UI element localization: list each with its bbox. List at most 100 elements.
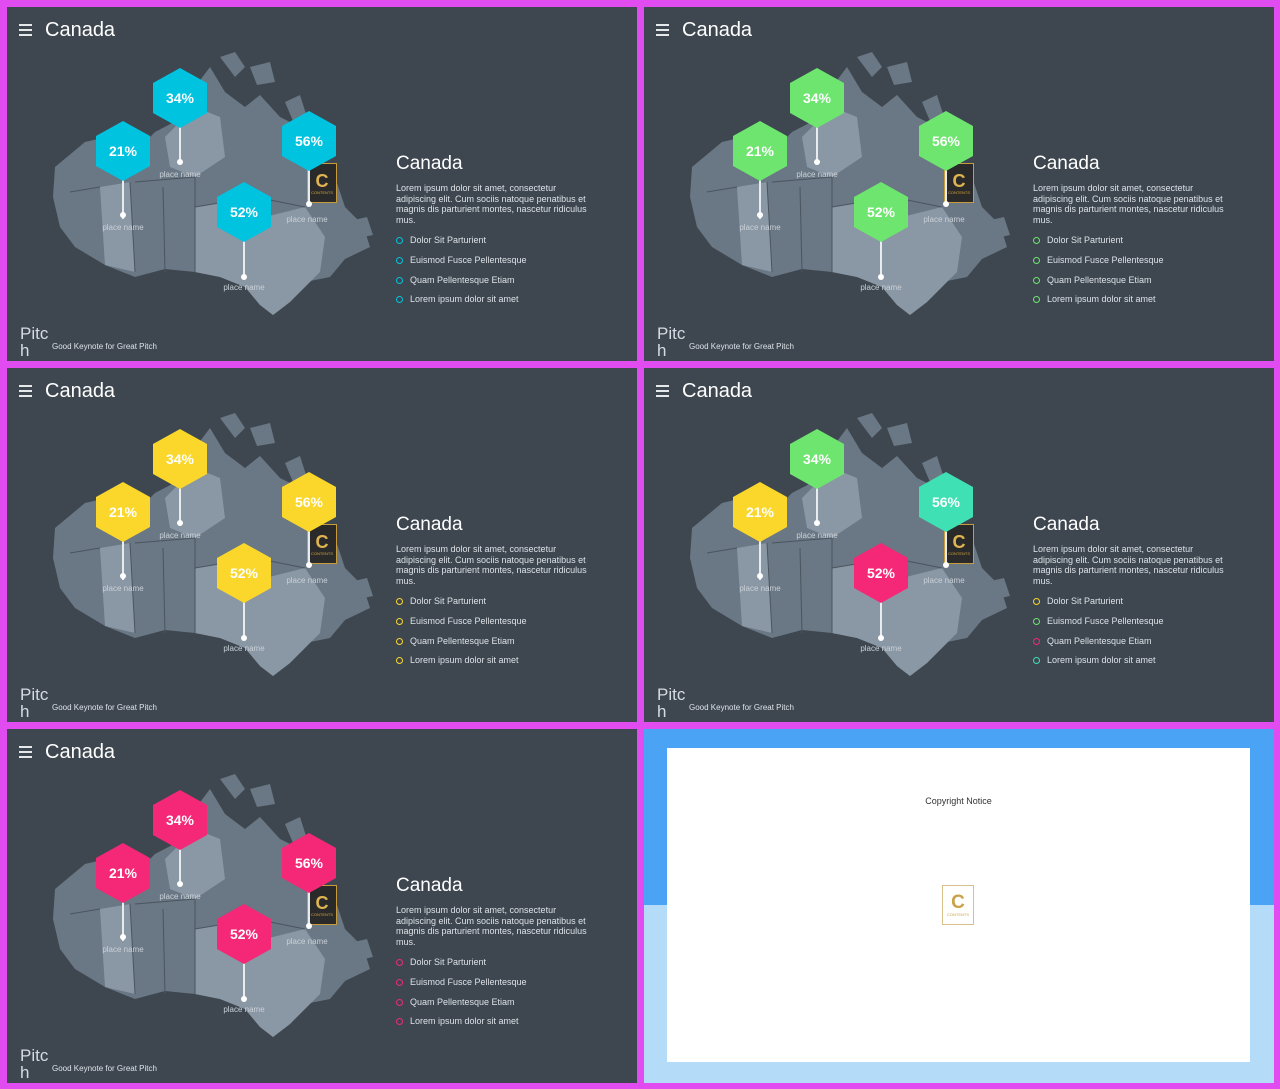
marker-dot xyxy=(878,274,884,280)
marker-hex: 52% xyxy=(217,904,271,964)
marker-dot xyxy=(177,520,183,526)
content-title: Canada xyxy=(1033,514,1100,535)
slide-title: Canada xyxy=(682,19,753,41)
bullet-ring-icon xyxy=(1033,598,1040,606)
marker-hex: 52% xyxy=(217,543,271,603)
place-label: place name xyxy=(159,170,201,179)
bullet-ring-icon xyxy=(1033,618,1040,626)
marker-dot xyxy=(241,635,247,641)
bullet-item: Euismod Fusce Pellentesque xyxy=(396,616,527,626)
brand-name: Pitch xyxy=(20,685,49,721)
bullet-ring-icon xyxy=(396,257,403,265)
bullet-item: Quam Pellentesque Etiam xyxy=(1033,275,1152,285)
marker-hex: 52% xyxy=(217,182,271,242)
marker-dot xyxy=(177,159,183,165)
marker-dot xyxy=(241,996,247,1002)
marker-hex: 56% xyxy=(282,472,336,532)
marker-dot xyxy=(306,201,312,207)
marker-hex: 34% xyxy=(153,68,207,128)
marker-dot xyxy=(878,635,884,641)
slide-title: Canada xyxy=(682,380,753,402)
marker-dot xyxy=(757,212,763,218)
marker-dot xyxy=(943,562,949,568)
menu-icon[interactable] xyxy=(656,385,669,397)
place-label: place name xyxy=(923,215,965,224)
place-label: place name xyxy=(923,576,965,585)
place-label: place name xyxy=(102,945,144,954)
bullet-ring-icon xyxy=(396,277,403,285)
menu-icon[interactable] xyxy=(656,24,669,36)
slide-6-copyright[interactable]: Copyright Notice C CONTENTS xyxy=(644,729,1274,1083)
marker-hex: 34% xyxy=(790,68,844,128)
marker-dot xyxy=(943,201,949,207)
menu-icon[interactable] xyxy=(19,24,32,36)
brand-name: Pitch xyxy=(657,324,686,360)
bullet-item: Lorem ipsum dolor sit amet xyxy=(396,1016,519,1026)
bullet-item: Euismod Fusce Pellentesque xyxy=(1033,255,1164,265)
copyright-panel: Copyright Notice C CONTENTS xyxy=(667,748,1250,1062)
bullet-item: Dolor Sit Parturient xyxy=(1033,596,1123,606)
marker-hex: 34% xyxy=(153,429,207,489)
bullet-ring-icon xyxy=(396,1018,403,1026)
marker-hex: 21% xyxy=(96,121,150,181)
brand-logo: C CONTENTS xyxy=(944,163,974,203)
brand-logo: C CONTENTS xyxy=(307,524,337,564)
place-label: place name xyxy=(159,892,201,901)
marker-hex: 21% xyxy=(733,482,787,542)
bullet-item: Quam Pellentesque Etiam xyxy=(396,997,515,1007)
tagline: Good Keynote for Great Pitch xyxy=(689,342,794,351)
content-title: Canada xyxy=(396,875,463,896)
slide-3[interactable]: Canada place name 21% place name 34% pla… xyxy=(7,368,637,722)
marker-dot xyxy=(120,573,126,579)
slide-2[interactable]: Canada place name 21% place name 34% pla… xyxy=(644,7,1274,361)
bullet-item: Quam Pellentesque Etiam xyxy=(396,275,515,285)
slide-title: Canada xyxy=(45,380,116,402)
bullet-item: Dolor Sit Parturient xyxy=(396,957,486,967)
menu-icon[interactable] xyxy=(19,746,32,758)
bullet-item: Lorem ipsum dolor sit amet xyxy=(1033,294,1156,304)
bullet-item: Euismod Fusce Pellentesque xyxy=(1033,616,1164,626)
content-body: Lorem ipsum dolor sit amet, consectetur … xyxy=(1033,183,1224,225)
place-label: place name xyxy=(286,215,328,224)
tagline: Good Keynote for Great Pitch xyxy=(689,703,794,712)
marker-hex: 34% xyxy=(790,429,844,489)
marker-dot xyxy=(306,923,312,929)
copyright-notice: Copyright Notice xyxy=(925,796,992,806)
bullet-ring-icon xyxy=(396,598,403,606)
place-label: place name xyxy=(860,644,902,653)
slide-1[interactable]: Canada place name 21% place name 34% pla… xyxy=(7,7,637,361)
slide-4[interactable]: Canada place name 21% place name 34% pla… xyxy=(644,368,1274,722)
menu-icon[interactable] xyxy=(19,385,32,397)
marker-hex: 52% xyxy=(854,543,908,603)
place-label: place name xyxy=(739,223,781,232)
brand-logo: C CONTENTS xyxy=(942,885,974,925)
bullet-ring-icon xyxy=(1033,277,1040,285)
brand-name: Pitch xyxy=(20,1046,49,1082)
place-label: place name xyxy=(223,283,265,292)
bullet-item: Lorem ipsum dolor sit amet xyxy=(1033,655,1156,665)
place-label: place name xyxy=(796,531,838,540)
marker-hex: 56% xyxy=(282,111,336,171)
bullet-item: Dolor Sit Parturient xyxy=(1033,235,1123,245)
marker-hex: 21% xyxy=(733,121,787,181)
bullet-ring-icon xyxy=(396,638,403,646)
tagline: Good Keynote for Great Pitch xyxy=(52,342,157,351)
bullet-ring-icon xyxy=(396,296,403,304)
marker-dot xyxy=(120,934,126,940)
bullet-ring-icon xyxy=(396,618,403,626)
marker-dot xyxy=(757,573,763,579)
brand-logo: C CONTENTS xyxy=(307,163,337,203)
place-label: place name xyxy=(102,584,144,593)
bullet-ring-icon xyxy=(1033,257,1040,265)
content-title: Canada xyxy=(1033,153,1100,174)
slide-5[interactable]: Canada place name 21% place name 34% pla… xyxy=(7,729,637,1083)
place-label: place name xyxy=(223,1005,265,1014)
tagline: Good Keynote for Great Pitch xyxy=(52,1064,157,1073)
content-title: Canada xyxy=(396,514,463,535)
bullet-item: Quam Pellentesque Etiam xyxy=(1033,636,1152,646)
bullet-item: Euismod Fusce Pellentesque xyxy=(396,255,527,265)
content-body: Lorem ipsum dolor sit amet, consectetur … xyxy=(396,544,587,586)
place-label: place name xyxy=(102,223,144,232)
marker-dot xyxy=(241,274,247,280)
brand-name: Pitch xyxy=(657,685,686,721)
